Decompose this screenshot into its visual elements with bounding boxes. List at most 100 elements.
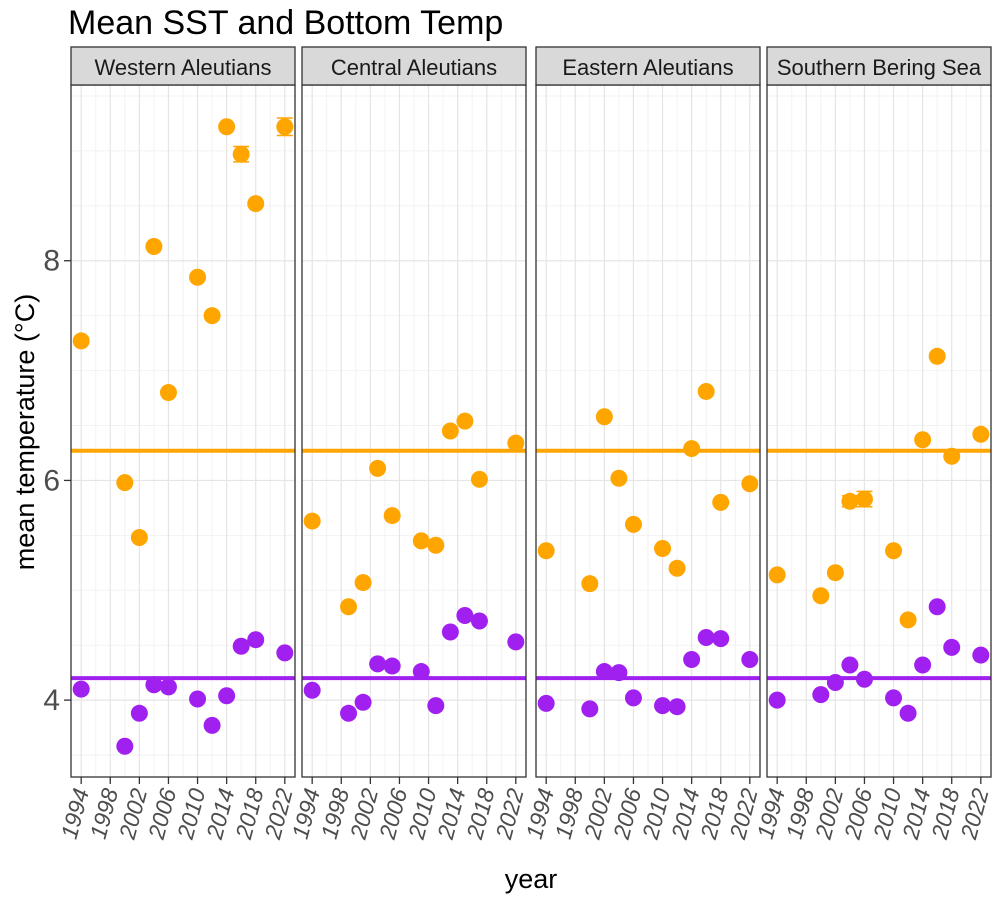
bottom-temp-point [276, 644, 294, 662]
bottom-temp-point [456, 607, 474, 625]
sst-point [116, 474, 134, 492]
facet-strip-label: Western Aleutians [95, 55, 272, 80]
sst-point [276, 118, 294, 136]
bottom-temp-point [507, 633, 525, 651]
y-tick-label: 8 [43, 245, 60, 278]
bottom-temp-point [232, 637, 250, 655]
bottom-temp-point [855, 670, 873, 688]
facet-panel: Western Aleutians19941998200220062010201… [56, 46, 298, 843]
sst-point [841, 492, 859, 510]
sst-point [203, 307, 221, 325]
sst-point [899, 611, 917, 629]
bottom-temp-point [595, 663, 613, 681]
sst-point [972, 425, 990, 443]
sst-point [189, 268, 207, 286]
facet-strip-label: Central Aleutians [331, 55, 497, 80]
bottom-temp-point [581, 700, 599, 718]
sst-point [427, 536, 445, 554]
sst-point [914, 431, 932, 449]
bottom-temp-point [668, 698, 686, 716]
bottom-temp-point [441, 623, 459, 641]
chart-title: Mean SST and Bottom Temp [68, 4, 503, 42]
bottom-temp-point [130, 704, 148, 722]
facet-strip [301, 46, 527, 86]
facet-strip-label: Eastern Aleutians [562, 55, 733, 80]
bottom-temp-point [741, 650, 759, 668]
bottom-temp-point [203, 716, 221, 734]
sst-point [668, 559, 686, 577]
bottom-temp-point [427, 697, 445, 715]
sst-point [130, 529, 148, 547]
panel-content [302, 85, 526, 777]
bottom-temp-point [841, 656, 859, 674]
bottom-temp-point [354, 693, 372, 711]
facet-panels: Western Aleutians19941998200220062010201… [56, 46, 994, 843]
panel-content [71, 85, 295, 777]
panel-content [536, 85, 760, 777]
sst-point [928, 347, 946, 365]
sst-point [369, 459, 387, 477]
sst-point [768, 566, 786, 584]
sst-point [507, 434, 525, 452]
facet-panel: Eastern Aleutians19941998200220062010201… [521, 46, 763, 843]
sst-point [654, 540, 672, 558]
y-axis: 4 6 8 [43, 245, 71, 717]
bottom-temp-point [72, 680, 90, 698]
sst-point [354, 574, 372, 592]
sst-point [826, 564, 844, 582]
sst-point [624, 515, 642, 533]
bottom-temp-point [369, 655, 387, 673]
sst-point [812, 587, 830, 605]
bottom-temp-point [943, 638, 961, 656]
bottom-temp-point [624, 689, 642, 707]
bottom-temp-point [972, 646, 990, 664]
bottom-temp-point [683, 650, 701, 668]
sst-point [610, 469, 628, 487]
sst-point [412, 532, 430, 550]
sst-point [855, 490, 873, 508]
sst-point [441, 422, 459, 440]
sst-point [247, 195, 265, 213]
bottom-temp-point [885, 689, 903, 707]
bottom-temp-point [303, 681, 321, 699]
bottom-temp-point [218, 687, 236, 705]
sst-point [943, 447, 961, 465]
facet-strip-label: Southern Bering Sea [777, 55, 982, 80]
bottom-temp-point [712, 630, 730, 648]
bottom-temp-point [768, 691, 786, 709]
sst-point [712, 493, 730, 511]
sst-point [72, 332, 90, 350]
bottom-temp-point [340, 704, 358, 722]
bottom-temp-point [914, 656, 932, 674]
bottom-temp-point [928, 598, 946, 616]
y-tick-label: 6 [43, 464, 60, 497]
bottom-temp-point [247, 631, 265, 649]
sst-point [303, 512, 321, 530]
bottom-temp-point [537, 694, 555, 712]
sst-point [697, 382, 715, 400]
sst-point [340, 598, 358, 616]
sst-point [159, 384, 177, 402]
bottom-temp-point [812, 686, 830, 704]
sst-point [456, 412, 474, 430]
sst-point [470, 470, 488, 488]
sst-point [145, 237, 163, 255]
facet-panel: Southern Bering Sea199419982002200620102… [752, 46, 994, 843]
facet-strip [70, 46, 296, 86]
bottom-temp-point [159, 678, 177, 696]
sst-point [537, 542, 555, 560]
x-axis-title: year [505, 864, 558, 894]
bottom-temp-point [383, 657, 401, 675]
bottom-temp-point [899, 704, 917, 722]
panel-content [767, 85, 991, 777]
facet-strip [766, 46, 992, 86]
bottom-temp-point [189, 690, 207, 708]
bottom-temp-point [610, 664, 628, 682]
bottom-temp-point [145, 676, 163, 694]
sst-point [232, 145, 250, 163]
facet-strip [535, 46, 761, 86]
sst-point [383, 507, 401, 525]
bottom-temp-point [826, 674, 844, 692]
sst-point [683, 440, 701, 458]
